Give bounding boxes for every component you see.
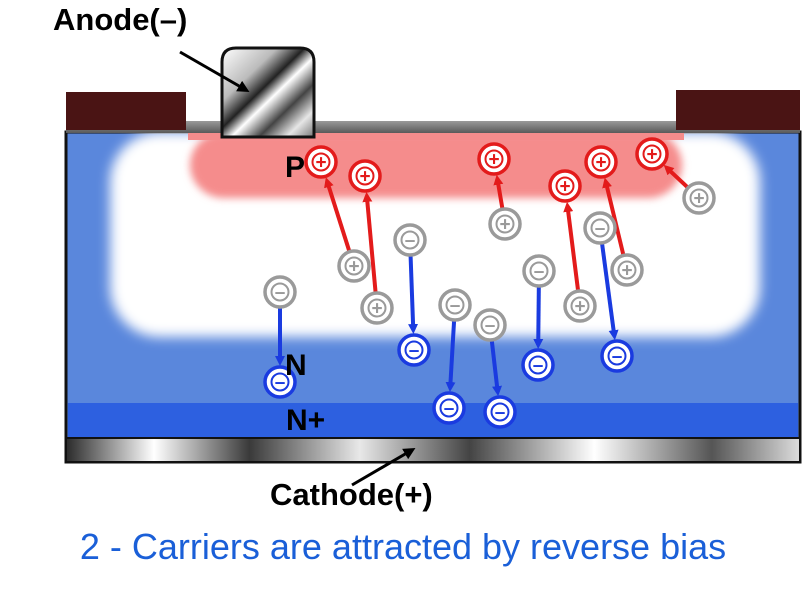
nplus-region-label: N+ <box>286 404 326 437</box>
svg-text:+: + <box>348 257 359 278</box>
svg-text:–: – <box>275 283 286 304</box>
carriers-layer: ++++++++++++–––––––––––– <box>263 137 716 429</box>
cathode-contact <box>65 437 801 463</box>
anode-pointer <box>179 50 250 92</box>
drift-arrow <box>602 177 626 255</box>
hole-drifted-icon: + <box>548 169 582 203</box>
electron-initial-icon: – <box>522 254 556 288</box>
drift-arrow <box>408 255 419 335</box>
anode-contact <box>220 46 316 139</box>
electron-initial-icon: – <box>263 275 297 309</box>
anode-label: Anode(–) <box>53 2 188 37</box>
electron-drifted-icon: – <box>600 339 634 373</box>
hole-initial-icon: + <box>563 289 597 323</box>
svg-text:–: – <box>409 341 420 362</box>
drift-arrow <box>362 191 378 293</box>
svg-text:–: – <box>450 296 461 317</box>
electron-drifted-icon: – <box>483 395 517 429</box>
svg-text:–: – <box>275 373 286 394</box>
svg-text:–: – <box>533 356 544 377</box>
cathode-pointer <box>351 447 416 487</box>
svg-text:+: + <box>499 215 510 236</box>
hole-initial-icon: + <box>360 291 394 325</box>
hole-initial-icon: + <box>682 181 716 215</box>
drift-arrow <box>533 286 544 350</box>
svg-text:–: – <box>534 262 545 283</box>
drift-arrow <box>663 164 689 189</box>
left-contact-pad <box>66 92 186 130</box>
hole-drifted-icon: + <box>477 142 511 176</box>
hole-drifted-icon: + <box>348 159 382 193</box>
svg-text:–: – <box>612 347 623 368</box>
svg-text:+: + <box>621 261 632 282</box>
svg-text:+: + <box>646 145 657 166</box>
svg-text:+: + <box>574 297 585 318</box>
svg-text:–: – <box>595 219 606 240</box>
electron-initial-icon: – <box>438 288 472 322</box>
svg-text:–: – <box>405 231 416 252</box>
electron-drifted-icon: – <box>263 365 297 399</box>
svg-text:+: + <box>371 299 382 320</box>
svg-text:+: + <box>488 150 499 171</box>
svg-text:+: + <box>693 189 704 210</box>
caption: 2 - Carriers are attracted by reverse bi… <box>79 526 727 567</box>
drift-arrow <box>493 174 505 209</box>
hole-initial-icon: + <box>488 207 522 241</box>
hole-drifted-icon: + <box>584 145 618 179</box>
electron-initial-icon: – <box>583 211 617 245</box>
svg-text:+: + <box>559 177 570 198</box>
svg-text:+: + <box>315 153 326 174</box>
n-region-label: N <box>285 349 307 382</box>
electron-drifted-icon: – <box>397 333 431 367</box>
drift-arrow <box>445 320 457 393</box>
drift-arrow <box>324 177 352 252</box>
drift-arrow <box>563 201 580 291</box>
hole-initial-icon: + <box>610 253 644 287</box>
hole-drifted-icon: + <box>304 145 338 179</box>
electron-initial-icon: – <box>473 308 507 342</box>
svg-text:–: – <box>485 316 496 337</box>
svg-text:–: – <box>444 399 455 420</box>
svg-text:–: – <box>495 403 506 424</box>
svg-text:+: + <box>359 167 370 188</box>
hole-drifted-icon: + <box>635 137 669 171</box>
drift-arrow <box>600 243 619 341</box>
p-region-label: P <box>285 151 306 184</box>
svg-text:+: + <box>595 153 606 174</box>
drift-arrow <box>489 340 502 397</box>
electron-initial-icon: – <box>393 223 427 257</box>
right-contact-pad <box>676 90 800 130</box>
electron-drifted-icon: – <box>432 391 466 425</box>
hole-initial-icon: + <box>337 249 371 283</box>
cathode-label: Cathode(+) <box>270 477 433 512</box>
electron-drifted-icon: – <box>521 348 555 382</box>
